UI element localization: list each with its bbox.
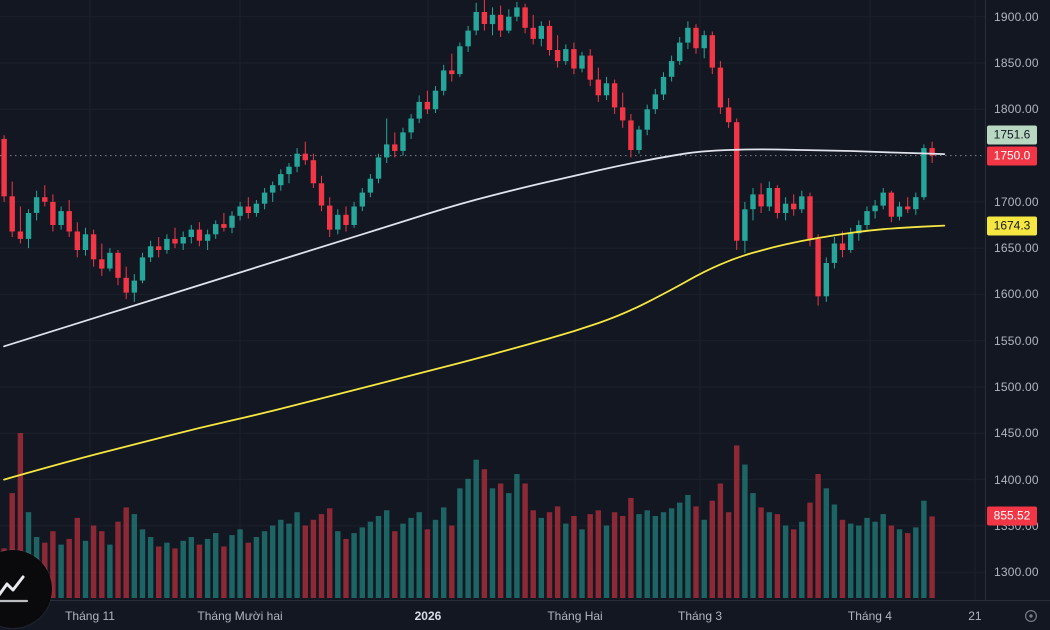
price-tick-label: 1300.00 xyxy=(994,565,1039,580)
time-label: 21 xyxy=(968,609,982,623)
target-icon[interactable] xyxy=(1020,605,1042,627)
price-tick-label: 1550.00 xyxy=(994,333,1039,348)
volume-value-badge: 855.52 xyxy=(987,506,1037,526)
price-scale[interactable]: 1900.00 1850.00 1800.00 1700.00 1650.00 1600.… xyxy=(985,0,1050,600)
volume-layer xyxy=(1,433,935,598)
chart-canvas[interactable] xyxy=(0,0,985,600)
time-label: Tháng 4 xyxy=(847,609,892,623)
ma-yellow-line xyxy=(3,224,946,481)
price-tick-label: 1700.00 xyxy=(994,194,1039,209)
candles-layer xyxy=(1,0,935,306)
time-label: Tháng 11 xyxy=(65,609,115,623)
price-tick-label: 1600.00 xyxy=(994,287,1039,302)
time-label: Tháng 3 xyxy=(678,609,723,623)
price-tick-label: 1450.00 xyxy=(994,426,1039,441)
target-icon-glyph xyxy=(1024,609,1038,623)
price-tick-label: 1900.00 xyxy=(994,9,1039,24)
time-label: Tháng Mười hai xyxy=(197,609,283,623)
price-tick-label: 1800.00 xyxy=(994,102,1039,117)
price-tick-label: 1850.00 xyxy=(994,55,1039,70)
time-label: 2026 xyxy=(414,609,442,623)
price-tick-label: 1400.00 xyxy=(994,472,1039,487)
ma-white-line xyxy=(3,148,946,348)
price-tick-label: 1500.00 xyxy=(994,380,1039,395)
time-scale[interactable]: Tháng 11 Tháng Mười hai 2026 Tháng Hai Tháng… xyxy=(0,600,985,630)
time-label: Tháng Hai xyxy=(547,609,603,623)
last-price-badge: 1750.0 xyxy=(987,146,1037,166)
symbol-logo-glyph xyxy=(0,575,29,603)
price-tick-label: 1650.00 xyxy=(994,241,1039,256)
ma-white-value-badge: 1751.6 xyxy=(987,125,1037,145)
axis-corner xyxy=(985,600,1050,630)
chart-svg xyxy=(0,0,985,600)
ma-yellow-value-badge: 1674.3 xyxy=(987,216,1037,236)
